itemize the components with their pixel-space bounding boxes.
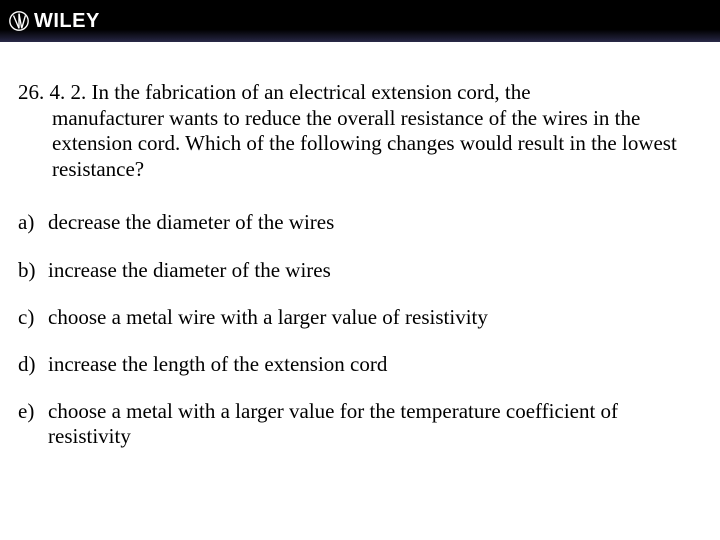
option-letter: e) <box>18 399 48 449</box>
slide-content: 26. 4. 2. In the fabrication of an elect… <box>0 42 720 490</box>
question-text: 26. 4. 2. In the fabrication of an elect… <box>18 80 702 182</box>
option-text: choose a metal wire with a larger value … <box>48 305 702 330</box>
question-rest: manufacturer wants to reduce the overall… <box>18 106 702 183</box>
option-text: increase the diameter of the wires <box>48 258 702 283</box>
option-e: e) choose a metal with a larger value fo… <box>18 399 702 449</box>
question-first-line: 26. 4. 2. In the fabrication of an elect… <box>18 80 702 106</box>
brand-name: WILEY <box>34 10 100 33</box>
option-letter: c) <box>18 305 48 330</box>
option-text: decrease the diameter of the wires <box>48 210 702 235</box>
option-d: d) increase the length of the extension … <box>18 352 702 377</box>
option-letter: a) <box>18 210 48 235</box>
header-bar: WILEY <box>0 0 720 42</box>
option-letter: d) <box>18 352 48 377</box>
option-text: choose a metal with a larger value for t… <box>48 399 702 449</box>
option-a: a) decrease the diameter of the wires <box>18 210 702 235</box>
option-letter: b) <box>18 258 48 283</box>
wiley-logo-icon <box>8 10 30 32</box>
option-text: increase the length of the extension cor… <box>48 352 702 377</box>
brand-logo: WILEY <box>8 10 100 33</box>
option-c: c) choose a metal wire with a larger val… <box>18 305 702 330</box>
option-b: b) increase the diameter of the wires <box>18 258 702 283</box>
